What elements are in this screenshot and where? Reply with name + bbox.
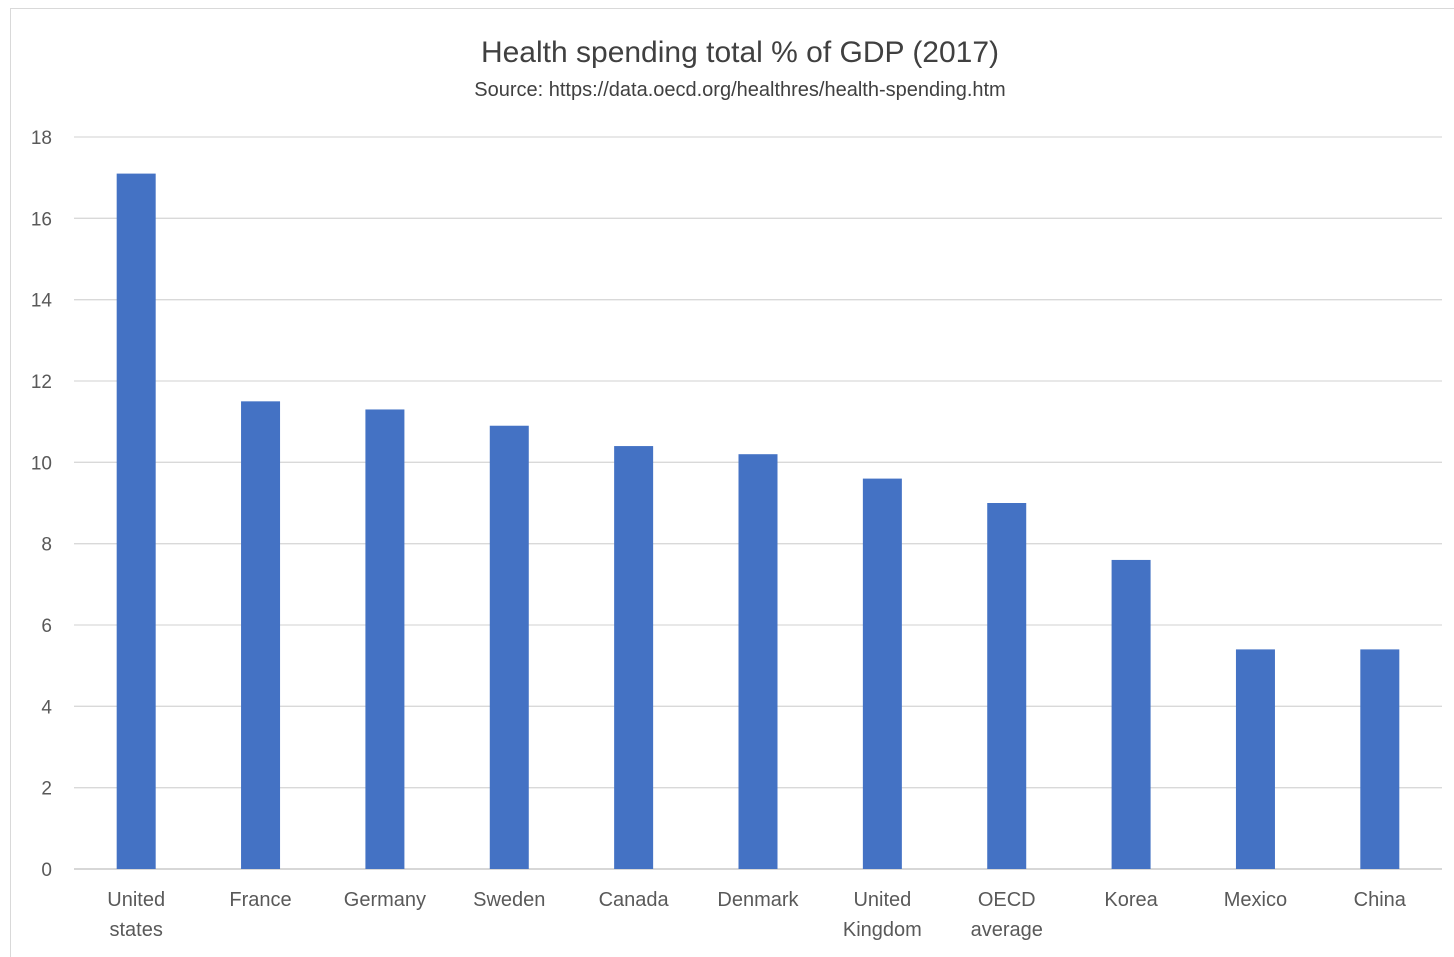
y-tick-label: 12 xyxy=(31,372,52,393)
y-tick-label: 0 xyxy=(41,860,52,881)
x-category-label: France xyxy=(229,889,291,911)
y-tick-label: 6 xyxy=(41,616,52,637)
y-tick-label: 10 xyxy=(31,453,52,474)
bars xyxy=(116,173,1400,870)
x-category-label-line: United xyxy=(107,889,165,911)
x-category-label-line: United xyxy=(853,889,911,911)
x-category-label: United Kingdom xyxy=(843,889,922,941)
bar xyxy=(1360,649,1400,869)
x-category-label-line: Canada xyxy=(599,889,670,911)
x-category-label-line: OECD xyxy=(978,889,1036,911)
bar xyxy=(241,401,281,869)
y-tick-label: 4 xyxy=(41,697,52,718)
chart-title: Health spending total % of GDP (2017) xyxy=(481,36,999,69)
x-category-label-line: states xyxy=(110,919,163,941)
bar xyxy=(738,454,778,869)
x-category-label: OECD average xyxy=(971,889,1043,941)
x-category-label-line: Mexico xyxy=(1224,889,1287,911)
x-category-label: Canada xyxy=(599,889,670,911)
x-category-label: China xyxy=(1354,889,1407,911)
bar xyxy=(987,503,1027,869)
x-category-label: Sweden xyxy=(473,889,545,911)
x-category-label-line: France xyxy=(229,889,291,911)
bar xyxy=(1235,649,1275,869)
x-category-label: Germany xyxy=(344,889,426,911)
bar xyxy=(489,425,529,869)
bar xyxy=(614,446,654,869)
x-category-label: Korea xyxy=(1104,889,1158,911)
x-category-label: United states xyxy=(107,889,165,941)
x-category-label-line: China xyxy=(1354,889,1407,911)
x-category-label-line: average xyxy=(971,919,1043,941)
y-tick-label: 16 xyxy=(31,209,52,230)
y-tick-label: 2 xyxy=(41,779,52,800)
x-category-label-line: Sweden xyxy=(473,889,545,911)
x-category-label-line: Korea xyxy=(1104,889,1158,911)
x-category-label: Mexico xyxy=(1224,889,1287,911)
bar xyxy=(365,409,405,869)
chart-subtitle: Source: https://data.oecd.org/healthres/… xyxy=(474,79,1005,101)
bar xyxy=(862,478,902,869)
y-axis-ticks: 0 2 4 6 8 10 12 14 16 18 xyxy=(31,128,53,881)
x-category-label-line: Kingdom xyxy=(843,919,922,941)
bar xyxy=(116,173,156,870)
y-tick-label: 18 xyxy=(31,128,52,149)
bar xyxy=(1111,559,1151,869)
x-category-label: Denmark xyxy=(717,889,799,911)
y-tick-label: 14 xyxy=(31,291,53,312)
y-tick-label: 8 xyxy=(41,535,52,556)
x-category-label-line: Germany xyxy=(344,889,426,911)
x-category-label-line: Denmark xyxy=(717,889,799,911)
x-axis-categories: United states France Germany Sweden Canada Den… xyxy=(107,889,1407,941)
